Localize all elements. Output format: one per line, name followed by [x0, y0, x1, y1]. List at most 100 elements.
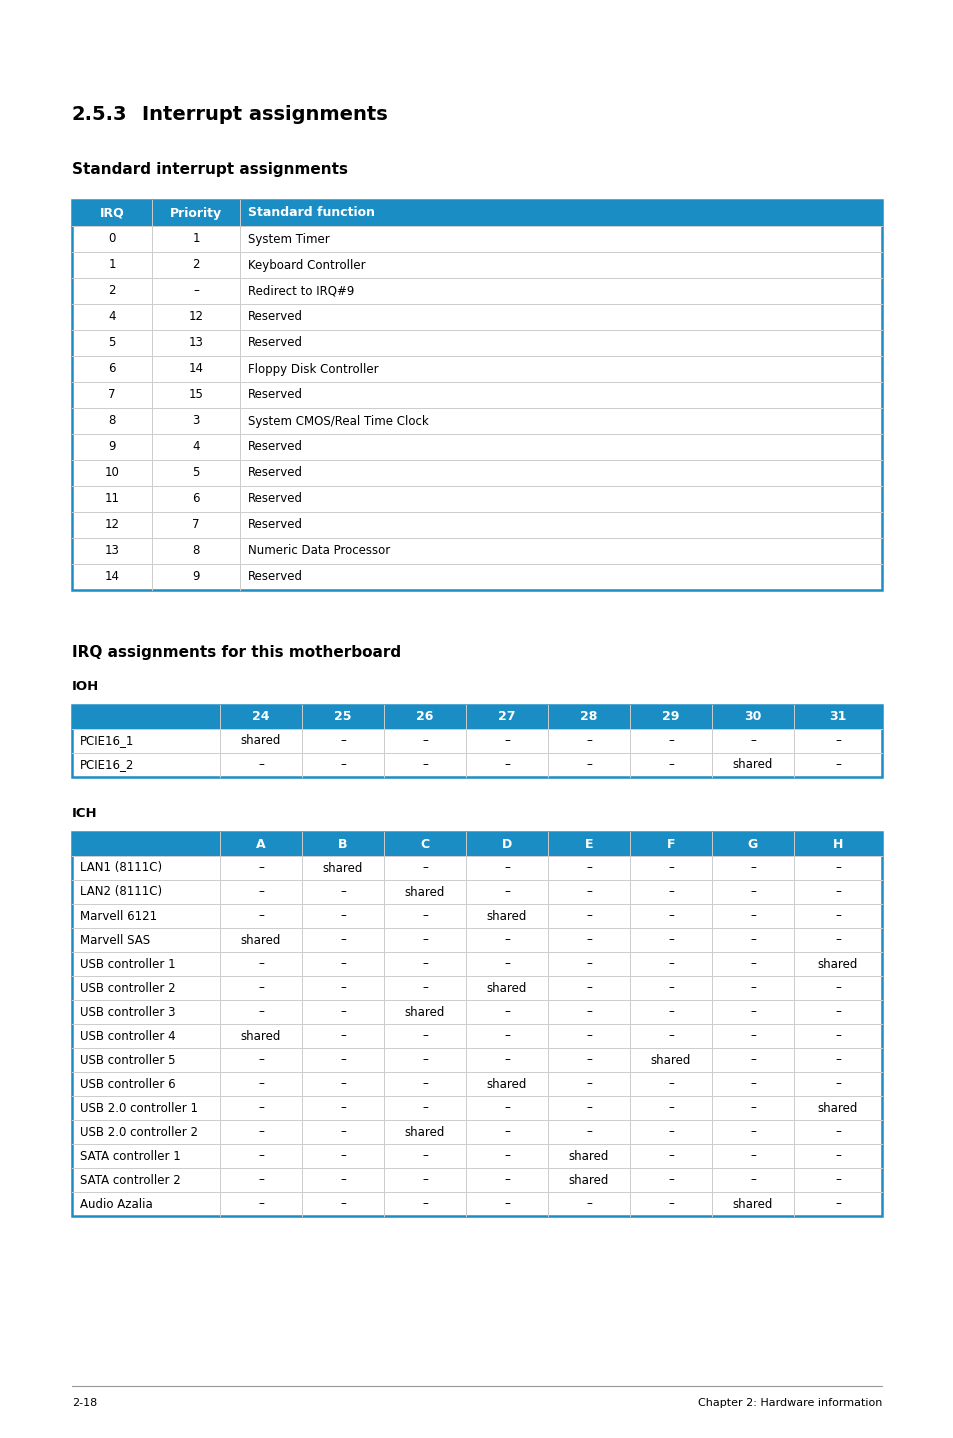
Text: –: –	[667, 1030, 673, 1043]
Text: –: –	[421, 933, 428, 946]
Text: –: –	[834, 1149, 840, 1162]
Text: –: –	[258, 1149, 264, 1162]
Text: –: –	[421, 735, 428, 748]
Text: –: –	[667, 1198, 673, 1211]
Text: 5: 5	[193, 466, 199, 479]
Text: –: –	[834, 1077, 840, 1090]
Text: –: –	[749, 1005, 755, 1018]
Text: –: –	[667, 909, 673, 923]
Text: –: –	[258, 1102, 264, 1114]
Text: 4: 4	[108, 311, 115, 324]
Text: –: –	[339, 1077, 346, 1090]
Text: 9: 9	[108, 440, 115, 453]
Text: –: –	[421, 1102, 428, 1114]
Text: –: –	[585, 982, 591, 995]
Text: –: –	[667, 1126, 673, 1139]
Text: shared: shared	[404, 1005, 445, 1018]
Text: shared: shared	[240, 933, 281, 946]
Text: USB controller 6: USB controller 6	[80, 1077, 175, 1090]
Text: –: –	[339, 1102, 346, 1114]
Text: –: –	[421, 1149, 428, 1162]
Text: USB 2.0 controller 2: USB 2.0 controller 2	[80, 1126, 198, 1139]
Text: shared: shared	[732, 1198, 772, 1211]
Text: PCIE16_1: PCIE16_1	[80, 735, 134, 748]
Text: –: –	[667, 982, 673, 995]
Text: –: –	[667, 933, 673, 946]
Text: –: –	[749, 1054, 755, 1067]
Text: LAN1 (8111C): LAN1 (8111C)	[80, 861, 162, 874]
Text: –: –	[585, 861, 591, 874]
Text: –: –	[585, 758, 591, 772]
Text: USB controller 1: USB controller 1	[80, 958, 175, 971]
Text: –: –	[258, 1198, 264, 1211]
Text: SATA controller 1: SATA controller 1	[80, 1149, 180, 1162]
Text: USB controller 3: USB controller 3	[80, 1005, 175, 1018]
Bar	[71, 705, 882, 777]
Bar	[71, 200, 882, 590]
Text: 14: 14	[189, 362, 203, 375]
Text: –: –	[749, 1030, 755, 1043]
Text: –: –	[834, 886, 840, 899]
Text: –: –	[421, 982, 428, 995]
Text: –: –	[258, 982, 264, 995]
Text: 5: 5	[109, 336, 115, 349]
Text: SATA controller 2: SATA controller 2	[80, 1173, 180, 1186]
Text: –: –	[667, 1173, 673, 1186]
Text: 10: 10	[105, 466, 119, 479]
Text: 7: 7	[108, 388, 115, 401]
Text: –: –	[503, 1198, 510, 1211]
Text: –: –	[503, 886, 510, 899]
Text: –: –	[503, 1030, 510, 1043]
Text: shared: shared	[486, 982, 527, 995]
Text: shared: shared	[486, 909, 527, 923]
Text: –: –	[193, 285, 199, 298]
Text: USB controller 4: USB controller 4	[80, 1030, 175, 1043]
Text: –: –	[749, 1126, 755, 1139]
Text: F: F	[666, 837, 675, 850]
Text: –: –	[421, 1173, 428, 1186]
Text: –: –	[667, 1102, 673, 1114]
Text: 8: 8	[193, 545, 199, 558]
Text: 2-18: 2-18	[71, 1398, 97, 1408]
Text: –: –	[503, 1149, 510, 1162]
Text: 6: 6	[108, 362, 115, 375]
Text: –: –	[339, 1198, 346, 1211]
Text: Standard function: Standard function	[248, 207, 375, 220]
Text: –: –	[834, 1054, 840, 1067]
Text: 29: 29	[661, 710, 679, 723]
Text: 31: 31	[828, 710, 846, 723]
Text: B: B	[338, 837, 348, 850]
Text: –: –	[258, 1054, 264, 1067]
Text: System CMOS/Real Time Clock: System CMOS/Real Time Clock	[248, 414, 428, 427]
Text: –: –	[503, 735, 510, 748]
Text: D: D	[501, 837, 512, 850]
Text: 4: 4	[193, 440, 199, 453]
Text: –: –	[667, 758, 673, 772]
Text: 1: 1	[108, 259, 115, 272]
Text: 9: 9	[193, 571, 199, 584]
Text: 26: 26	[416, 710, 434, 723]
Text: Marvell 6121: Marvell 6121	[80, 909, 157, 923]
Text: 28: 28	[579, 710, 598, 723]
Text: –: –	[749, 861, 755, 874]
Text: Standard interrupt assignments: Standard interrupt assignments	[71, 162, 348, 177]
Text: –: –	[749, 909, 755, 923]
Text: –: –	[339, 1005, 346, 1018]
Text: –: –	[749, 886, 755, 899]
Text: shared: shared	[817, 1102, 858, 1114]
Text: –: –	[339, 886, 346, 899]
Text: 2: 2	[193, 259, 199, 272]
Text: –: –	[503, 1005, 510, 1018]
Text: –: –	[749, 735, 755, 748]
Text: shared: shared	[486, 1077, 527, 1090]
Text: –: –	[339, 758, 346, 772]
Text: Reserved: Reserved	[248, 440, 303, 453]
Text: –: –	[667, 1149, 673, 1162]
Text: –: –	[667, 735, 673, 748]
Text: –: –	[258, 909, 264, 923]
Text: –: –	[339, 982, 346, 995]
Text: –: –	[421, 861, 428, 874]
Text: USB 2.0 controller 1: USB 2.0 controller 1	[80, 1102, 198, 1114]
Text: –: –	[585, 735, 591, 748]
Text: Marvell SAS: Marvell SAS	[80, 933, 150, 946]
